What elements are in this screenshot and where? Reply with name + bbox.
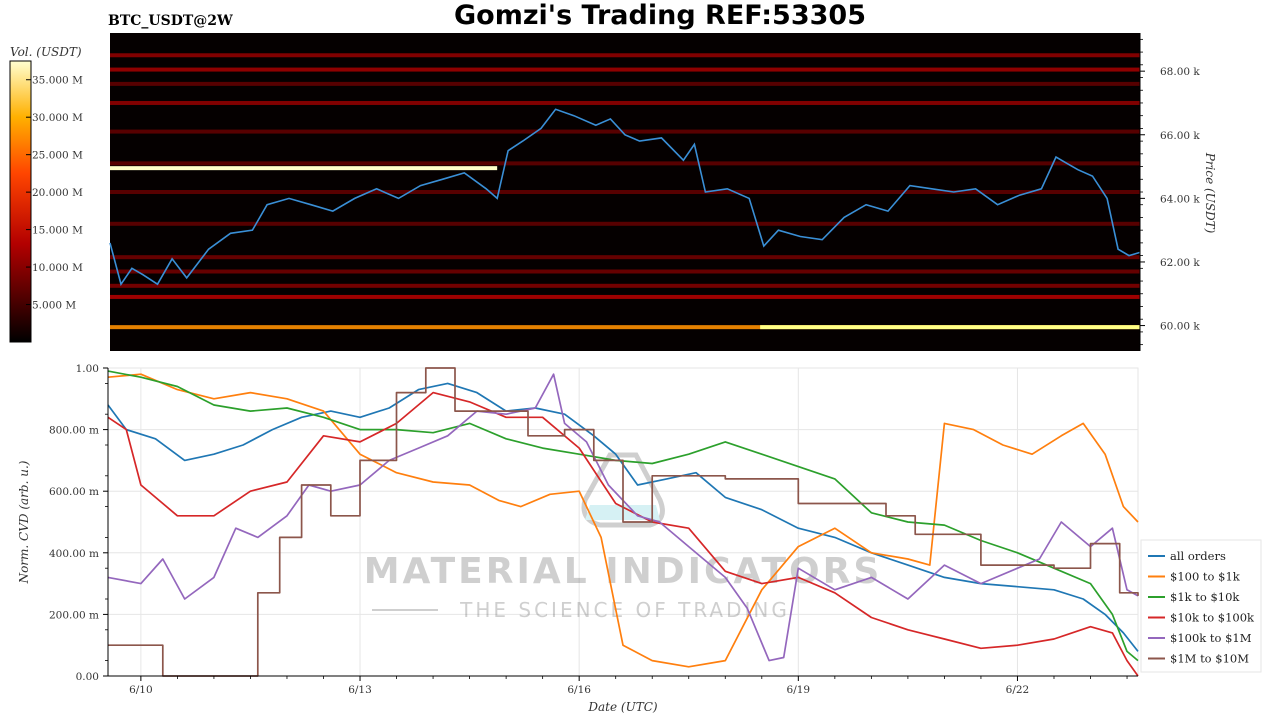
heatmap-highlight-segments [110,166,1140,330]
price-line [109,108,1141,287]
legend-label: $1k to $10k [1170,590,1240,604]
cvd-series-line [107,382,1139,652]
heatmap-level-band [110,129,1140,134]
symbol-label: BTC_USDT@2W [108,13,233,29]
cvd-y-axis-label: Norm. CVD (arb. u.) [17,460,31,584]
cvd-x-tick-label: 6/16 [567,684,591,696]
cvd-x-tick-label: 6/19 [787,684,811,696]
heatmap-level-band [110,190,1140,194]
heatmap-level-band [110,269,1140,274]
cvd-series-line [107,370,1139,662]
colorbar [9,60,32,343]
cvd-x-ticks: 6/10 6/13 6/16 6/19 6/22 [129,676,1128,696]
cvd-y-tick-label: 800.00 m [49,425,99,437]
legend-label: all orders [1170,549,1226,563]
colorbar-tick-label: 5.000 M [32,300,76,312]
heatmap-level-band [110,161,1140,166]
heatmap-level-band [110,67,1140,72]
heatmap-level-band [110,283,1140,288]
heatmap-level-band [110,81,1140,86]
colorbar-label: Vol. (USDT) [10,45,82,59]
legend-label: $1M to $10M [1170,652,1249,666]
price-tick-label: 64.00 k [1160,193,1200,205]
chart-title: Gomzi's Trading REF:53305 [454,0,866,31]
price-tick-label: 60.00 k [1160,321,1200,333]
heatmap-level-band [110,100,1140,105]
cvd-series-line [107,373,1139,668]
heatmap-level-bands [110,53,1140,330]
cvd-y-tick-label: 200.00 m [49,609,99,621]
colorbar-tick-label: 15.000 M [32,225,83,237]
colorbar-tick-label: 10.000 M [32,262,83,274]
watermark: MATERIAL INDICATORS THE SCIENCE OF TRADI… [364,452,883,622]
colorbar-tick-label: 25.000 M [32,150,83,162]
cvd-x-axis-label: Date (UTC) [587,700,657,714]
cvd-y-tick-label: 400.00 m [49,548,99,560]
legend-label: $100 to $1k [1170,570,1241,584]
price-axis-label: Price (USDT) [1203,152,1217,234]
watermark-title: MATERIAL INDICATORS [364,551,883,592]
heatmap-level-band [110,294,1140,299]
heatmap-level-band [110,53,1140,58]
cvd-y-tick-label: 0.00 [76,671,99,683]
legend-label: $10k to $100k [1170,611,1255,625]
legend-box [1140,539,1262,673]
legend-label: $100k to $1M [1170,631,1252,645]
cvd-y-ticks: 0.00 200.00 m 400.00 m 600.00 m 800.00 m 1.00 [49,363,108,683]
colorbar-tick-label: 30.000 M [32,112,83,124]
price-tick-label: 66.00 k [1160,130,1200,142]
watermark-subtitle: THE SCIENCE OF TRADING [459,598,790,622]
cvd-x-tick-label: 6/13 [348,684,372,696]
heatmap-level-band [110,325,1140,330]
cvd-x-tick-label: 6/10 [129,684,153,696]
legend: all orders $100 to $1k $1k to $10k $10k to … [1140,539,1262,673]
cvd-y-tick-label: 1.00 [76,363,99,375]
cvd-y-tick-label: 600.00 m [49,486,99,498]
heatmap-level-band [110,255,1140,260]
flask-icon [581,452,665,528]
colorbar-tick-label: 20.000 M [32,187,83,199]
price-tick-label: 62.00 k [1160,257,1200,269]
price-axis-ticks: 60.00 k 62.00 k 64.00 k 66.00 k 68.00 k [1140,38,1200,346]
heatmap-highlight-segment [110,166,498,171]
heatmap-highlight-segment [760,325,1140,330]
colorbar-tick-label: 35.000 M [32,75,83,87]
price-tick-label: 68.00 k [1160,66,1200,78]
cvd-series-line [107,373,1139,662]
cvd-series-lines [107,367,1139,677]
heatmap-level-band [110,221,1140,226]
cvd-series-line [108,367,1139,677]
cvd-x-tick-label: 6/22 [1006,684,1030,696]
colorbar-ticks: 5.000 M 10.000 M 15.000 M 20.000 M 25.000 M 3… [26,75,83,312]
